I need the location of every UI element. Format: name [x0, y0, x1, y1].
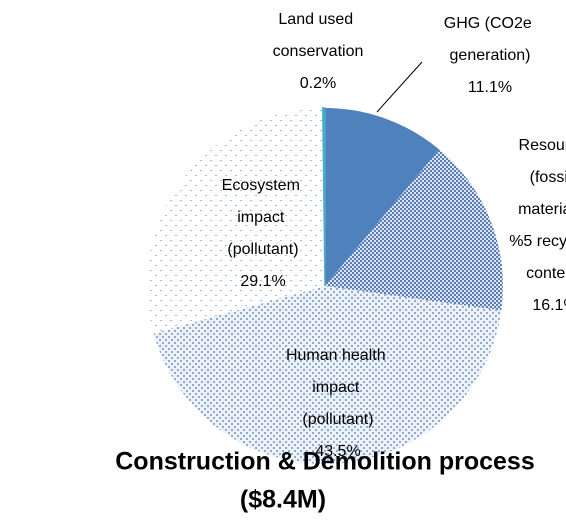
slice-label: Resource (fossil, materials, %5 recycled… — [509, 137, 566, 282]
chart-subtitle: ($8.4M) — [240, 486, 326, 514]
pie-slice — [325, 149, 504, 311]
value-label: 43.5% — [315, 443, 360, 460]
chart-title: Construction & Demolition process — [115, 448, 534, 476]
leader-line — [376, 61, 423, 113]
pie-slice — [322, 107, 326, 287]
pie-slice — [147, 108, 325, 334]
value-label: 11.1% — [468, 79, 512, 96]
pie-slice — [325, 108, 440, 286]
labels: GHG (CO2e generation) 11.1% Resource (foss… — [222, 11, 566, 460]
slice-label: Ecosystem impact (pollutant) — [222, 177, 305, 258]
pie — [147, 107, 504, 465]
slice-label: Human health impact (pollutant) — [286, 347, 390, 428]
slice-label: Land used conservation — [273, 11, 364, 60]
value-label: 29.1% — [240, 273, 285, 290]
pie-slice — [153, 286, 502, 465]
slice-label: GHG (CO2e generation) — [444, 15, 536, 64]
value-label: 0.2% — [300, 75, 336, 92]
value-label: 16.1% — [532, 297, 566, 314]
